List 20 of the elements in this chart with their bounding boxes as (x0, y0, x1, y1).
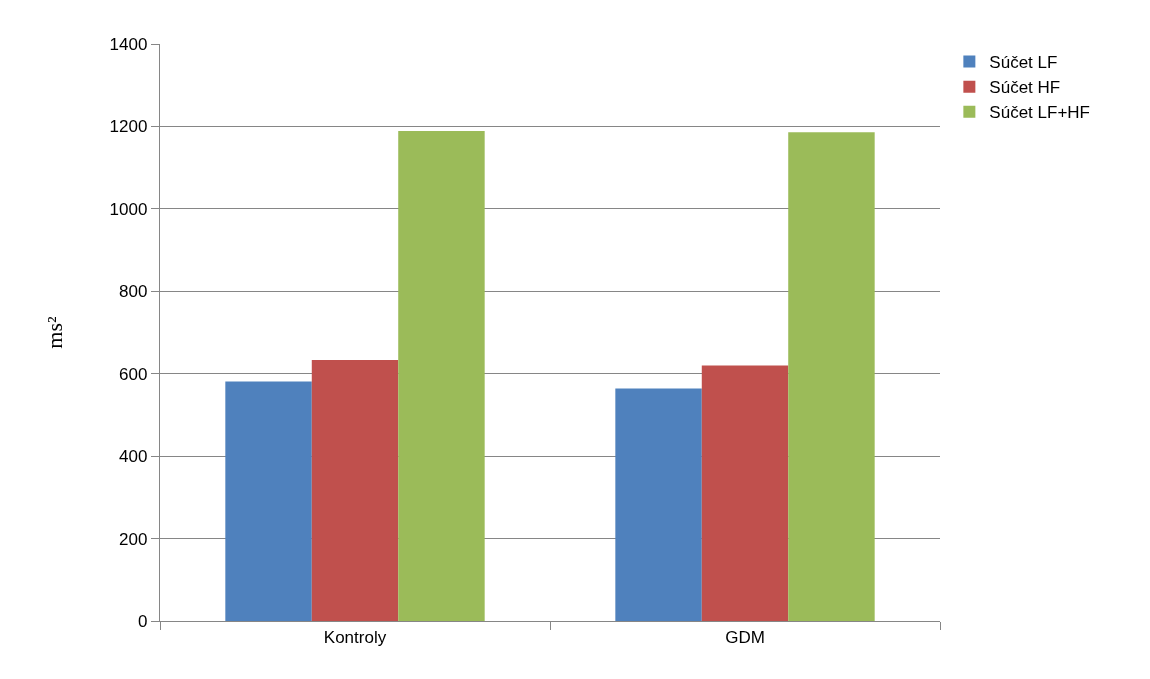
y-tick-label: 1000 (109, 199, 148, 219)
bar (311, 360, 399, 621)
y-axis-title: ms² (42, 315, 68, 349)
y-tick-label: 400 (119, 447, 148, 467)
bar (701, 365, 789, 621)
y-tick-label: 800 (119, 282, 148, 302)
x-tick-label: Kontroly (323, 627, 387, 647)
y-tick-label: 1400 (109, 34, 148, 54)
y-tick-label: 200 (119, 529, 148, 549)
bar (615, 388, 702, 621)
bar (398, 130, 485, 621)
legend-label: Súčet HF (989, 78, 1061, 98)
bar (788, 132, 875, 621)
y-tick-label: 0 (137, 611, 148, 631)
y-tick-label: 1200 (109, 117, 148, 137)
y-tick-label: 600 (119, 364, 148, 384)
legend-label: Súčet LF+HF (989, 103, 1090, 123)
x-tick-label: GDM (725, 627, 765, 647)
bar (225, 381, 312, 621)
legend-label: Súčet LF (989, 53, 1058, 73)
